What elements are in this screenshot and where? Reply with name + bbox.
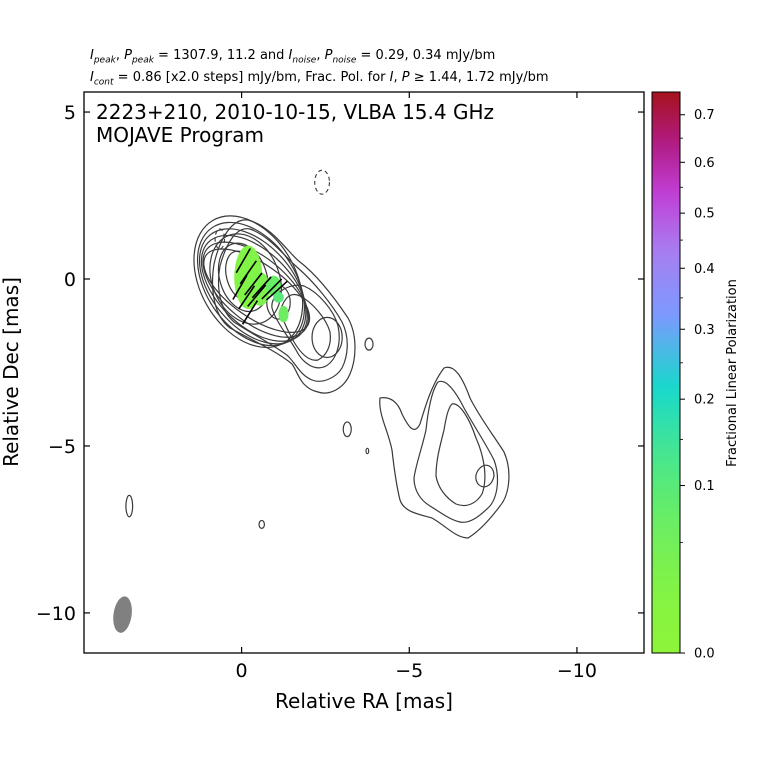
contour-island-4 bbox=[258, 519, 266, 530]
contour-sw-inner bbox=[475, 464, 495, 488]
evpa-vector-layer bbox=[232, 248, 288, 325]
p-symbol: P bbox=[401, 70, 410, 85]
y-axis-label: Relative Dec [mas] bbox=[0, 277, 23, 467]
evpa-vector bbox=[244, 272, 263, 296]
chart-title: 2223+210, 2010-10-15, VLBA 15.4 GHz bbox=[96, 100, 494, 124]
contour-layer bbox=[125, 169, 510, 539]
colorbar-tick-label: 0.2 bbox=[694, 393, 715, 408]
colorbar-tick-label: 0.1 bbox=[694, 479, 715, 494]
contour-inner-hole bbox=[311, 316, 343, 359]
header-line-2: Icont = 0.86 [x2.0 steps] mJy/bm, Frac. … bbox=[90, 70, 549, 88]
evpa-vector bbox=[251, 276, 272, 299]
x-axis-ticks: 0 −5 −10 bbox=[236, 92, 597, 682]
evpa-vector bbox=[232, 274, 248, 300]
plot-area bbox=[113, 169, 510, 633]
colorbar-label: Fractional Linear Polarization bbox=[725, 279, 740, 467]
contour-island-0 bbox=[364, 337, 374, 351]
colorbar-tick-label: 0.0 bbox=[694, 647, 715, 662]
y-tick-label: −10 bbox=[36, 603, 76, 625]
y-axis-ticks: 5 0 −5 −10 bbox=[36, 102, 644, 625]
colorbar: 0.0 0.1 0.2 0.3 0.4 0.5 0.6 0.7 Fractional Line… bbox=[651, 91, 740, 662]
colorbar-tick-label: 0.3 bbox=[694, 323, 715, 338]
contour-core-4 bbox=[196, 221, 306, 347]
peak-values: 1307.9, 11.2 bbox=[173, 48, 256, 63]
pol-patch-3 bbox=[273, 292, 284, 303]
ipeak-subscript: peak bbox=[93, 55, 116, 66]
i-symbol: I bbox=[389, 70, 394, 85]
colorbar-tick-label: 0.7 bbox=[694, 108, 715, 123]
pnoise-symbol: P bbox=[324, 48, 333, 63]
evpa-vector bbox=[235, 248, 251, 274]
inoise-subscript: noise bbox=[292, 55, 317, 66]
pnoise-subscript: noise bbox=[332, 55, 357, 66]
contour-core-3 bbox=[198, 228, 307, 345]
icont-text: = 0.86 [x2.0 steps] mJy/bm, Frac. Pol. f… bbox=[117, 70, 386, 85]
contour-island-1 bbox=[342, 421, 352, 438]
chart-subtitle: MOJAVE Program bbox=[96, 123, 264, 147]
contour-core-6 bbox=[209, 233, 282, 325]
evpa-vector bbox=[265, 280, 288, 301]
icont-subscript: cont bbox=[93, 77, 114, 88]
contour-island-2 bbox=[365, 447, 370, 455]
x-tick-label: −5 bbox=[395, 660, 423, 682]
contour-jet-1 bbox=[217, 228, 348, 382]
axes-frame bbox=[83, 91, 645, 654]
contour-island-3 bbox=[125, 494, 134, 518]
contour-core-7 bbox=[217, 242, 269, 313]
colorbar-tick-label: 0.4 bbox=[694, 262, 715, 277]
colorbar-fill bbox=[652, 92, 680, 653]
evpa-vector bbox=[239, 260, 257, 285]
beam-layer bbox=[113, 596, 132, 633]
and-word: and bbox=[259, 48, 285, 63]
icont-symbol: I bbox=[90, 70, 94, 85]
ipeak-symbol: I bbox=[90, 48, 94, 63]
contour-sw-0 bbox=[379, 366, 510, 539]
y-tick-label: −5 bbox=[48, 436, 76, 458]
contour-sw-1 bbox=[413, 380, 499, 523]
contour-sw-2 bbox=[435, 403, 486, 507]
contour-core-5 bbox=[193, 215, 304, 349]
evpa-vector bbox=[241, 300, 259, 325]
colorbar-frame bbox=[651, 91, 681, 654]
colorbar-tick-label: 0.5 bbox=[694, 207, 715, 222]
header-line-1: Ipeak, Ppeak = 1307.9, 11.2 and Inoise, … bbox=[90, 48, 496, 66]
threshold-text: 1.44, 1.72 mJy/bm bbox=[428, 70, 549, 85]
contour-jet-3 bbox=[281, 293, 331, 361]
x-tick-label: −10 bbox=[557, 660, 597, 682]
x-tick-label: 0 bbox=[236, 660, 248, 682]
y-tick-label: 5 bbox=[64, 102, 76, 124]
colorbar-tick-label: 0.6 bbox=[694, 156, 715, 171]
inoise-symbol: I bbox=[288, 48, 293, 63]
contour-negative-1 bbox=[214, 228, 226, 250]
evpa-vector bbox=[261, 278, 283, 300]
y-tick-label: 0 bbox=[64, 269, 76, 291]
colorbar-ticks: 0.0 0.1 0.2 0.3 0.4 0.5 0.6 0.7 bbox=[680, 108, 715, 662]
evpa-vector bbox=[238, 285, 256, 310]
evpa-vector bbox=[247, 284, 267, 307]
contour-jet-0 bbox=[211, 219, 356, 394]
beam-ellipse bbox=[113, 596, 132, 633]
ppeak-symbol: P bbox=[124, 48, 132, 63]
noise-values: 0.29, 0.34 mJy/bm bbox=[375, 48, 496, 63]
x-axis-label: Relative RA [mas] bbox=[275, 689, 453, 713]
contour-core-2 bbox=[200, 234, 308, 342]
ppeak-subscript: peak bbox=[131, 55, 154, 66]
contour-negative-0 bbox=[314, 169, 331, 195]
pol-patch-4 bbox=[278, 305, 289, 323]
